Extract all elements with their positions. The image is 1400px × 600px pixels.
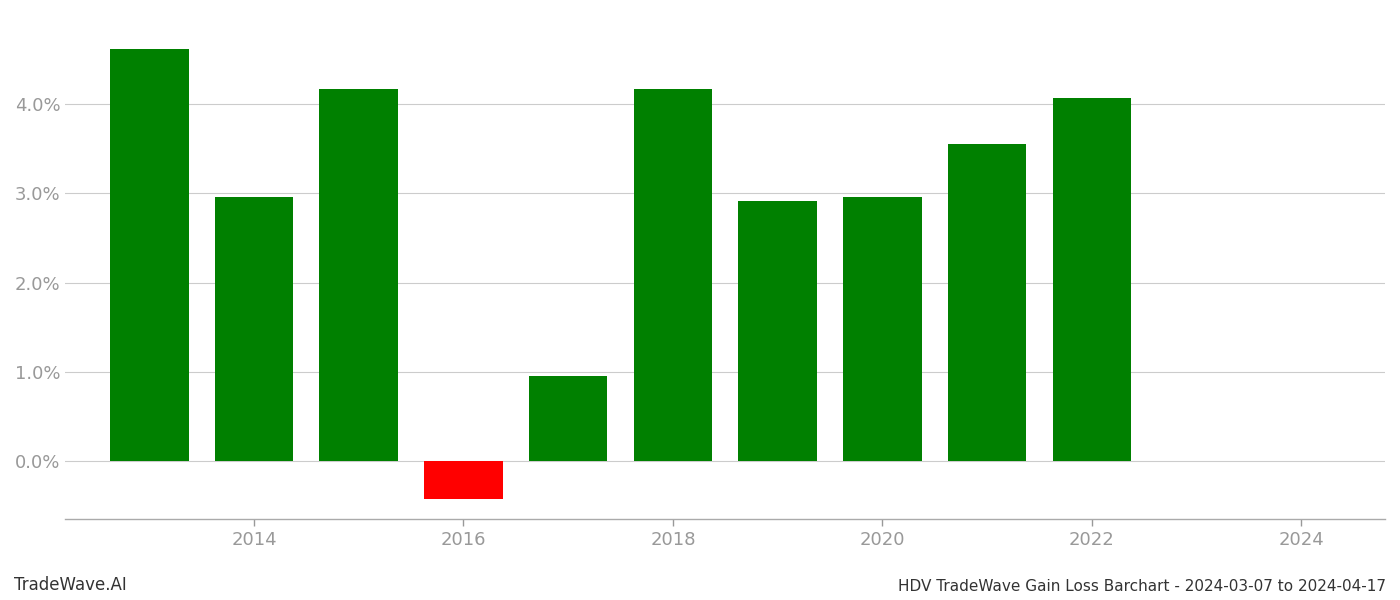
Bar bbox=[634, 89, 713, 461]
Text: TradeWave.AI: TradeWave.AI bbox=[14, 576, 127, 594]
Bar bbox=[1053, 98, 1131, 461]
Bar bbox=[111, 49, 189, 461]
Bar bbox=[529, 376, 608, 461]
Bar bbox=[319, 89, 398, 461]
Bar bbox=[424, 461, 503, 499]
Bar bbox=[948, 145, 1026, 461]
Text: HDV TradeWave Gain Loss Barchart - 2024-03-07 to 2024-04-17: HDV TradeWave Gain Loss Barchart - 2024-… bbox=[897, 579, 1386, 594]
Bar bbox=[738, 200, 816, 461]
Bar bbox=[214, 197, 293, 461]
Bar bbox=[843, 197, 921, 461]
